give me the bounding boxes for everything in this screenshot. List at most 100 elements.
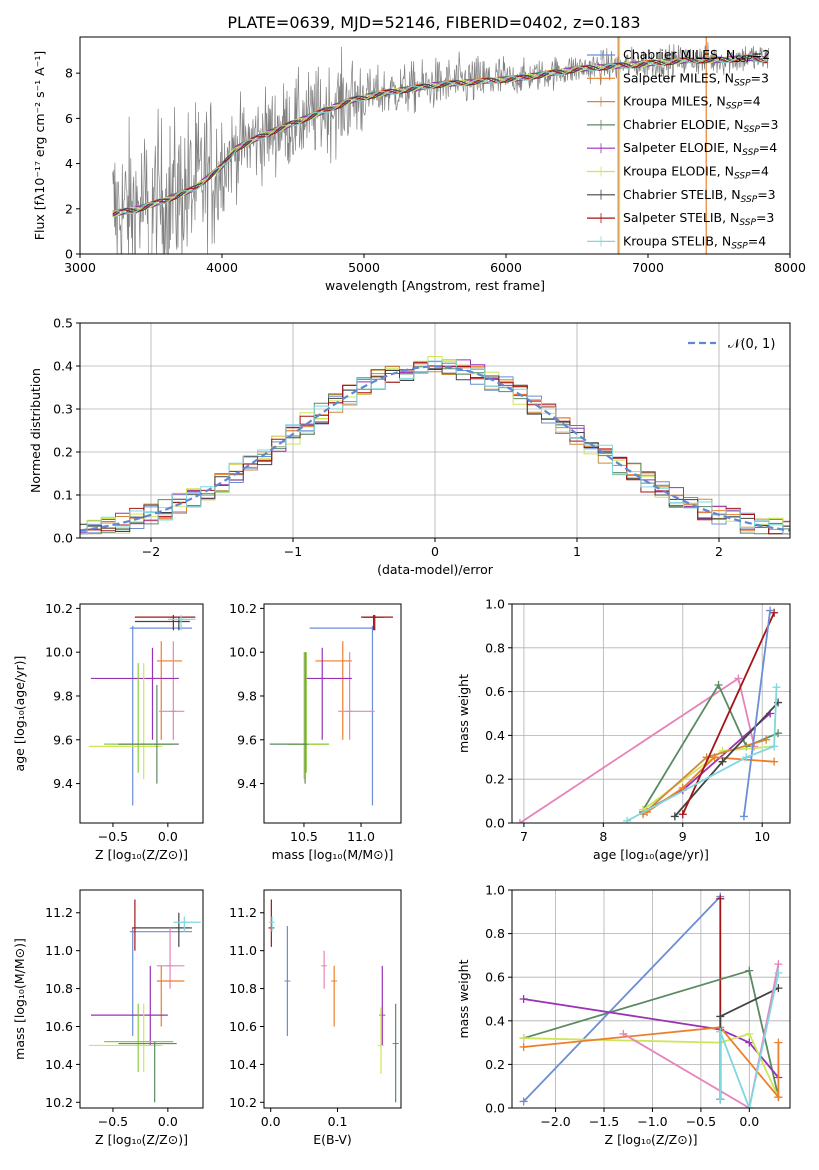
errorbar-point [269, 916, 276, 932]
y-tick-label: 10.0 [229, 645, 257, 660]
weight-line-pink [622, 963, 780, 1108]
plot-area [112, 37, 770, 254]
x-axis-label: age [log₁₀(age/yr)] [593, 847, 709, 862]
weight-marker [716, 1027, 725, 1036]
y-tick-label: 0.2 [485, 1057, 505, 1072]
plot-area [88, 899, 201, 1103]
legend-label-value: =3 [757, 187, 775, 202]
weight-line-KS [626, 687, 778, 822]
legend-label: Salpeter ELODIE, NSSP=4 [623, 140, 777, 158]
x-axis-label: Z [log₁₀(Z/Z⊙)] [95, 1132, 188, 1147]
y-axis-label: age [log₁₀(age/yr)] [12, 656, 27, 772]
errorbar-point [167, 614, 196, 631]
errorbar-point [287, 652, 327, 780]
legend-label-sub: SSP [731, 241, 748, 251]
weight-marker [766, 606, 775, 615]
y-tick-label: 10.6 [45, 1019, 73, 1034]
legend-label: Kroupa MILES, NSSP=4 [623, 94, 761, 112]
x-tick-label: −2 [142, 544, 160, 559]
histogram-KS [80, 360, 790, 535]
legend-label-main: Kroupa MILES, N [623, 94, 726, 109]
x-tick-label: 0.0 [158, 1114, 178, 1129]
x-axis-label: Z [log₁₀(Z/Z⊙)] [605, 1132, 698, 1147]
weight-marker [678, 810, 687, 819]
legend-label-main: Chabrier STELIB, N [623, 187, 741, 202]
errorbar-point [131, 899, 190, 951]
x-tick-label: −0.5 [98, 1114, 128, 1129]
errorbar-point [269, 652, 309, 784]
massweight-vs-age-panel: 7 8 9 10 0.0 0.2 0.4 0.6 0.8 1.0 age [log₁₀(age/yr… [456, 597, 791, 862]
y-tick-label: 11.0 [229, 943, 257, 958]
y-tick-label: 11.2 [229, 905, 257, 920]
weight-marker [515, 819, 524, 823]
weight-line-CM [743, 610, 771, 817]
figure-title: PLATE=0639, MJD=52146, FIBERID=0402, z=0… [227, 13, 640, 32]
y-tick-label: 9.6 [237, 732, 257, 747]
weight-marker [770, 742, 779, 751]
y-axis-label: mass weight [456, 959, 471, 1038]
legend-label-main: Chabrier MILES, N [623, 47, 735, 62]
errorbar-point [90, 647, 179, 740]
weight-line-SE [523, 998, 780, 1079]
y-tick-label: 9.4 [53, 776, 73, 791]
x-tick-label: 0 [431, 544, 439, 559]
errorbar-point [331, 965, 338, 1027]
errorbar-point [90, 965, 168, 1046]
x-tick-label: 0.0 [261, 1114, 281, 1129]
legend-label-main: Salpeter ELODIE, N [623, 140, 742, 155]
age-vs-metallicity-panel: −0.5 0.0 9.4 9.6 9.8 10.0 10.2 Z [log₁₀(Z/Z⊙)] a… [12, 601, 204, 862]
x-tick-label: −0.5 [98, 829, 128, 844]
axes-frame [511, 603, 791, 824]
errorbar-point [156, 965, 185, 1027]
y-tick-label: 6 [65, 111, 73, 126]
legend-label-value: =4 [742, 94, 760, 109]
y-tick-label: 0 [65, 247, 73, 262]
legend-label-value: =3 [760, 117, 778, 132]
y-axis-label: Normed distribution [28, 368, 43, 493]
weight-line-KE [523, 1032, 780, 1098]
errorbar-point [173, 916, 201, 932]
axes-frame [263, 603, 402, 824]
model-line-KS [112, 55, 768, 215]
weight-line-CM [522, 895, 721, 1103]
y-tick-label: 10.8 [45, 981, 73, 996]
legend-label-value: =2 [752, 47, 770, 62]
x-tick-label: 0.0 [739, 1114, 759, 1129]
x-tick-label: −1 [284, 544, 302, 559]
weight-marker [670, 812, 679, 821]
x-axis-label: E(B-V) [313, 1132, 352, 1147]
errorbar-point [377, 1007, 384, 1074]
legend-label: Chabrier MILES, NSSP=2 [623, 47, 770, 65]
legend-label-main: Salpeter MILES, N [623, 70, 734, 85]
weight-marker [714, 681, 723, 690]
mass-vs-metallicity-panel: −0.5 0.0 10.2 10.4 10.6 10.8 11.0 11.2 Z [log₁₀(… [12, 889, 204, 1147]
errorbar-point [104, 663, 174, 773]
x-tick-label: −1.5 [589, 1114, 619, 1129]
y-tick-label: 0.2 [485, 772, 505, 787]
legend-label-sub: SSP [726, 102, 743, 112]
legend-label-main: Chabrier ELODIE, N [623, 117, 743, 132]
y-tick-label: 10.2 [229, 601, 257, 616]
x-tick-label: 7 [520, 829, 528, 844]
y-tick-label: 0.4 [485, 1013, 505, 1028]
weight-marker [519, 1034, 528, 1043]
y-tick-label: 2 [65, 201, 73, 216]
errorbar-point [315, 641, 352, 740]
weight-marker [739, 812, 748, 821]
weight-line-SM [523, 1026, 780, 1100]
errorbar-point [338, 652, 375, 740]
x-tick-label: 7000 [632, 260, 664, 275]
weight-marker [519, 1042, 528, 1051]
y-tick-label: 10.4 [45, 1057, 73, 1072]
y-tick-label: 9.4 [237, 776, 257, 791]
x-tick-label: 0.1 [328, 1114, 348, 1129]
errorbar-point [287, 652, 330, 773]
y-tick-label: 8 [65, 66, 73, 81]
weight-marker [716, 894, 725, 903]
plot-area [515, 606, 783, 823]
y-tick-label: 0.4 [485, 728, 505, 743]
model-line-SS [112, 55, 768, 215]
legend-label-main: Kroupa STELIB, N [623, 233, 731, 248]
plot-area [269, 614, 394, 806]
